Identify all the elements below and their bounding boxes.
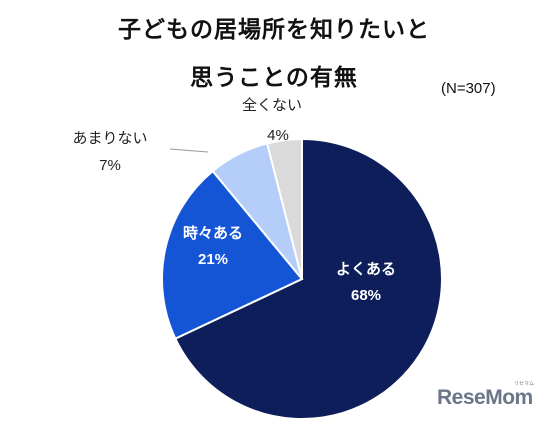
chart-title-line-1: 子どもの居場所を知りたいと	[118, 17, 430, 43]
slice-value-label-4: 4%	[267, 127, 289, 144]
slice-label-3: あまりない	[72, 129, 147, 147]
resemom-logo-kana: リセマム	[514, 381, 535, 387]
slice-value-label-3: 7%	[99, 157, 121, 174]
pie-slice-2	[161, 169, 304, 340]
pie-slice-1	[173, 137, 443, 420]
chart-title-line-2: 思うことの有無	[190, 65, 358, 91]
pie-slice-4	[265, 137, 303, 280]
slice-value-label-1: 68%	[351, 287, 381, 304]
slice-value-label-2: 21%	[198, 251, 228, 268]
slice-label-2: 時々ある	[183, 224, 243, 242]
slice-leader-line-3	[169, 148, 209, 153]
slice-label-4: 全くない	[242, 96, 302, 114]
sample-size-note: (N=307)	[441, 80, 496, 97]
resemom-logo: ReseMom	[437, 386, 533, 409]
slice-label-1: よくある	[336, 260, 396, 278]
